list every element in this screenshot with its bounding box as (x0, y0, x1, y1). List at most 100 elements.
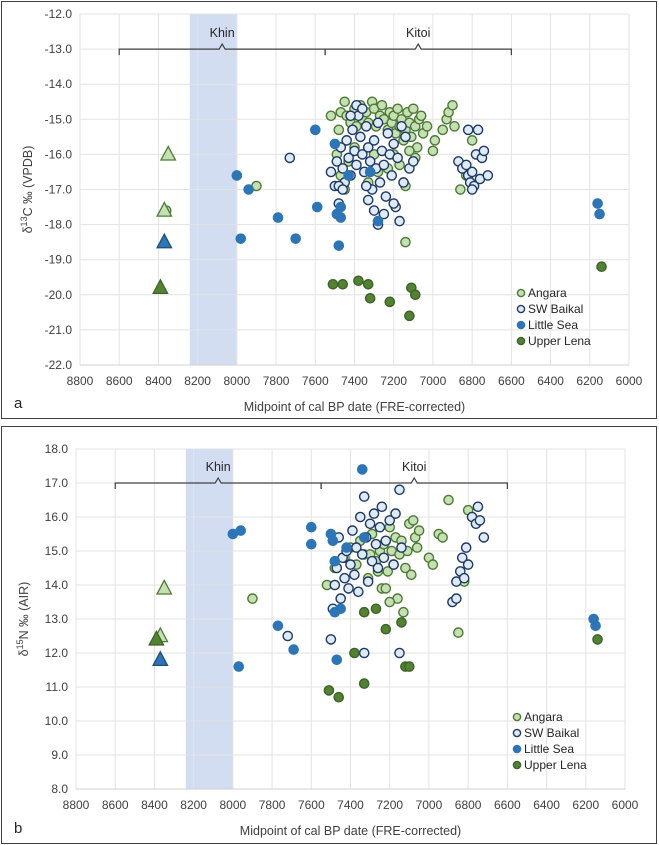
data-point-little-sea (335, 201, 347, 213)
period-bracket-kitoi (320, 476, 508, 489)
data-point-angara (384, 596, 396, 608)
y-tick-label: -21.0 (45, 323, 73, 337)
data-point-upper-lena (592, 634, 603, 645)
data-point-angara (408, 103, 419, 115)
legend-label: Angara (528, 286, 567, 300)
data-point-sw-baikal (337, 184, 349, 195)
x-tick-label: 6000 (612, 798, 639, 812)
legend-label: SW Baikal (524, 726, 579, 740)
data-point-sw-baikal (360, 121, 372, 132)
data-point-sw-baikal (456, 552, 468, 564)
legend-label: Angara (524, 710, 563, 724)
y-tick-label: 14.0 (45, 578, 69, 592)
data-point-angara (398, 606, 409, 618)
data-point-sw-baikal (325, 634, 337, 645)
y-tick-label: -17.0 (45, 183, 73, 197)
x-tick-label: 6400 (537, 374, 564, 388)
data-point-sw-baikal (398, 177, 409, 188)
data-point-angara (421, 121, 433, 132)
y-tick-label: -22.0 (45, 358, 73, 372)
x-tick-label: 8200 (184, 374, 211, 388)
y-tick-label: 10.0 (45, 714, 69, 728)
data-point-sw-baikal (356, 549, 368, 560)
data-point-sw-baikal (355, 131, 366, 143)
data-point-sw-baikal (284, 152, 296, 164)
data-point-upper-lena (370, 603, 382, 615)
y-tick-label: 9.0 (51, 748, 68, 762)
period-label-khin: Khin (210, 26, 235, 40)
period-bracket-kitoi (324, 42, 512, 56)
data-point-sw-baikal (331, 156, 343, 167)
data-point-little-sea (372, 215, 384, 227)
data-point-little-sea (235, 525, 246, 536)
data-point-sw-baikal (357, 149, 368, 160)
data-point-sw-baikal (466, 166, 478, 178)
data-point-little-sea (329, 138, 341, 150)
data-point-sw-baikal (282, 630, 294, 642)
data-point-upper-lena (396, 617, 407, 628)
data-point-sw-baikal (392, 152, 403, 164)
y-tick-label: -12.0 (45, 7, 73, 21)
legend-marker (516, 320, 526, 330)
data-point-angara (404, 145, 415, 157)
data-point-upper-lena (333, 691, 345, 703)
data-point-upper-lena (596, 261, 607, 273)
x-tick-label: 7400 (341, 374, 368, 388)
scatter-chart-d15n: 8800 8600 8400 8200 8000 7800 7600 7400 7200 7000… (14, 442, 639, 838)
data-point-sw-baikal (358, 647, 370, 659)
x-tick-label: 7600 (302, 374, 329, 388)
data-point-little-sea (333, 240, 345, 251)
data-point-angara (392, 103, 403, 115)
data-point-sw-baikal (349, 569, 360, 581)
y-tick-label: 15.0 (45, 544, 69, 558)
data-point-sw-baikal (355, 511, 366, 523)
data-point-sw-baikal (384, 515, 396, 526)
data-point-angara (400, 562, 411, 574)
data-point-upper-lena (384, 296, 396, 308)
data-point-little-sea (335, 212, 347, 223)
data-point-little-sea (231, 170, 243, 181)
data-point-little-sea (290, 233, 301, 244)
data-point-sw-baikal (362, 194, 374, 206)
x-tick-label: 6000 (616, 374, 643, 388)
data-point-sw-baikal (343, 152, 354, 164)
y-tick-label: -16.0 (45, 147, 73, 161)
x-tick-label: 7800 (263, 374, 290, 388)
data-point-angara (455, 184, 466, 195)
data-point-little-sea (272, 620, 284, 632)
data-point-upper-lena (404, 310, 415, 322)
legend-label: SW Baikal (528, 302, 583, 316)
data-point-sw-baikal (396, 121, 407, 132)
data-point-sw-baikal (472, 124, 484, 136)
x-tick-label: 8000 (224, 374, 251, 388)
data-point-upper-lena (353, 275, 364, 287)
data-point-little-sea (590, 620, 601, 632)
data-point-sw-baikal (362, 142, 374, 153)
data-point-little-sea (235, 233, 247, 244)
data-point-sw-baikal (482, 170, 494, 181)
data-point-little-sea (594, 208, 605, 220)
data-point-sw-baikal (394, 215, 405, 227)
y-tick-label: 11.0 (46, 680, 69, 694)
x-tick-label: 8800 (67, 374, 94, 388)
y-tick-label: -20.0 (45, 288, 73, 302)
data-point-sw-baikal (472, 501, 484, 513)
panel-letter: b (14, 820, 22, 837)
x-tick-label: 6400 (533, 798, 560, 812)
data-point-sw-baikal (478, 532, 490, 543)
data-point-angara (339, 96, 350, 108)
y-tick-label: 16.0 (45, 510, 69, 524)
data-point-little-sea (272, 212, 284, 223)
data-point-sw-baikal (380, 535, 392, 547)
data-point-sw-baikal (390, 508, 401, 519)
data-point-sw-baikal (388, 138, 400, 150)
data-point-sw-baikal (388, 198, 400, 209)
data-point-little-sea (309, 124, 321, 136)
x-tick-label: 7800 (259, 798, 286, 812)
data-point-angara (407, 515, 419, 526)
data-point-sw-baikal (396, 542, 407, 553)
x-tick-label: 6200 (576, 374, 603, 388)
period-label-kitoi: Kitoi (402, 460, 426, 474)
data-point-sw-baikal (378, 552, 390, 564)
data-point-angara (400, 236, 411, 248)
